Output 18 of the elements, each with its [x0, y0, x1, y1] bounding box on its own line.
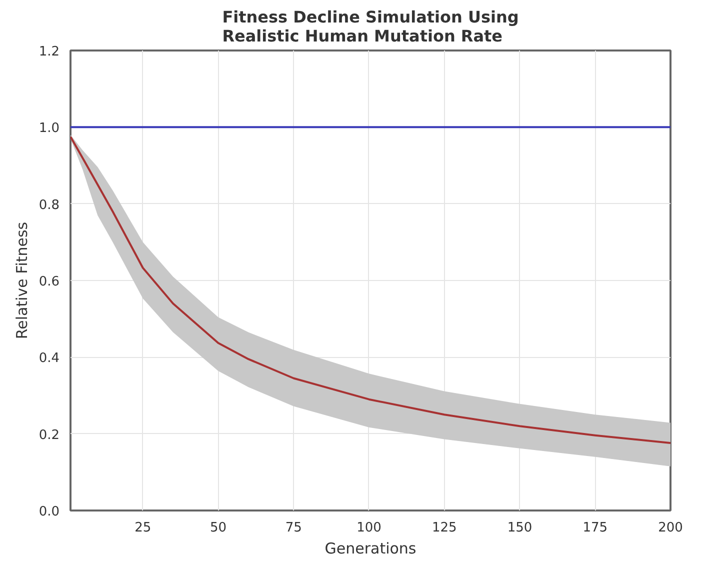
x-tick-label: 125 [432, 520, 457, 536]
y-tick-label: 1.2 [38, 44, 60, 60]
x-tick-label: 175 [582, 520, 608, 536]
x-axis-title: Generations [324, 540, 416, 558]
x-tick-label: 200 [658, 520, 683, 536]
x-tick-label: 25 [134, 520, 152, 536]
y-tick-label: 1.0 [38, 121, 60, 136]
x-tick-label: 150 [507, 520, 532, 536]
y-tick-label: 0.4 [38, 351, 60, 366]
y-axis-title: Relative Fitness [12, 222, 31, 340]
x-tick-label: 50 [210, 520, 227, 536]
y-tick-label: 0.2 [38, 428, 60, 443]
x-tick-label: 100 [356, 520, 382, 536]
x-tick-label: 75 [285, 520, 302, 536]
chart-title: Fitness Decline Simulation Using Realistic Human Mutation Rate [222, 8, 519, 46]
y-tick-label: 0.6 [38, 274, 60, 290]
y-tick-label: 0.0 [38, 504, 60, 520]
y-tick-label: 0.8 [38, 198, 60, 213]
